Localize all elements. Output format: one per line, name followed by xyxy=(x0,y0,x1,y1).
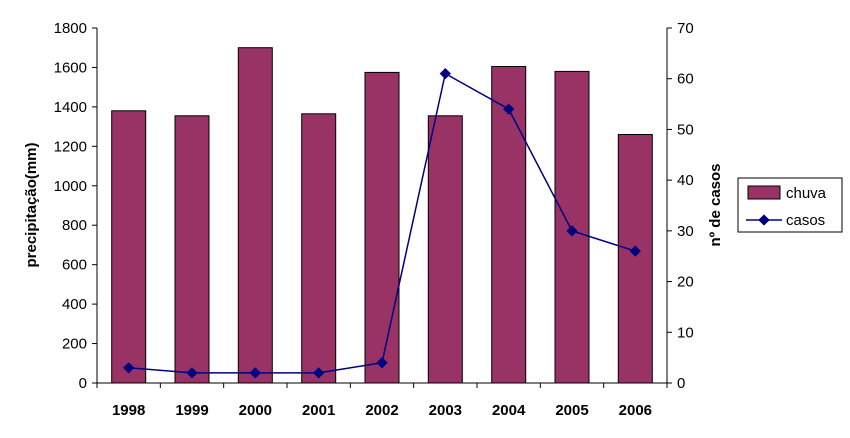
y-tick-label-400: 400 xyxy=(62,296,87,313)
bar-2000 xyxy=(237,47,273,384)
bar-2003 xyxy=(427,115,463,384)
bar-2002 xyxy=(364,71,400,384)
legend-swatch-chuva xyxy=(747,185,781,200)
bar-1999 xyxy=(174,115,210,384)
casos-point-2006 xyxy=(629,245,641,257)
y-tick-label-1800: 1800 xyxy=(54,20,87,37)
legend-label-chuva: chuva xyxy=(786,185,827,202)
x-tick-label-2001: 2001 xyxy=(302,402,335,419)
bar-1998 xyxy=(111,110,147,384)
y-axis-title: precipitação(mm) xyxy=(23,142,40,267)
x-tick-label-2000: 2000 xyxy=(239,402,272,419)
y-tick-label-200: 200 xyxy=(62,336,87,353)
y-tick-label-1200: 1200 xyxy=(54,138,87,155)
y2-tick-label-60: 60 xyxy=(677,71,694,88)
axes-layer xyxy=(96,28,668,384)
casos-point-1999 xyxy=(186,367,198,379)
casos-point-2001 xyxy=(313,367,325,379)
bar-2004 xyxy=(491,66,527,384)
y2-tick-label-30: 30 xyxy=(677,223,694,240)
y2-tick-label-20: 20 xyxy=(677,274,694,291)
y-tick-label-0: 0 xyxy=(79,375,87,392)
x-tick-label-1999: 1999 xyxy=(175,402,208,419)
y2-tick-label-40: 40 xyxy=(677,172,694,189)
y2-tick-label-10: 10 xyxy=(677,324,694,341)
casos-point-2003 xyxy=(439,67,451,80)
x-tick-label-2004: 2004 xyxy=(492,402,526,419)
bars-layer xyxy=(111,47,653,384)
x-tick-label-1998: 1998 xyxy=(112,402,145,419)
ticks-layer: 0 200 400 600 800 1000 1200 1400 1600 1800 0 10 20 30… xyxy=(54,20,694,419)
legend-label-casos: casos xyxy=(786,212,825,229)
legend-marker-casos xyxy=(758,214,770,226)
y-tick-label-1600: 1600 xyxy=(54,59,87,76)
casos-point-2000 xyxy=(249,367,261,379)
legend: chuva casos xyxy=(737,177,843,233)
casos-point-2002 xyxy=(376,357,388,369)
casos-point-2005 xyxy=(566,225,578,237)
x-tick-label-2002: 2002 xyxy=(365,402,398,419)
bar-2001 xyxy=(301,113,337,384)
x-tick-label-2006: 2006 xyxy=(619,402,652,419)
y-tick-label-1000: 1000 xyxy=(54,178,87,195)
y-tick-label-1400: 1400 xyxy=(54,99,87,116)
y2-axis-title: nº de casos xyxy=(707,163,724,246)
x-tick-label-2005: 2005 xyxy=(555,402,588,419)
x-tick-label-2003: 2003 xyxy=(429,402,462,419)
y2-tick-label-70: 70 xyxy=(677,20,694,37)
y2-tick-label-0: 0 xyxy=(677,375,685,392)
y-tick-label-800: 800 xyxy=(62,217,87,234)
bar-2006 xyxy=(617,134,653,384)
y-tick-label-600: 600 xyxy=(62,257,87,274)
y2-tick-label-50: 50 xyxy=(677,121,694,138)
